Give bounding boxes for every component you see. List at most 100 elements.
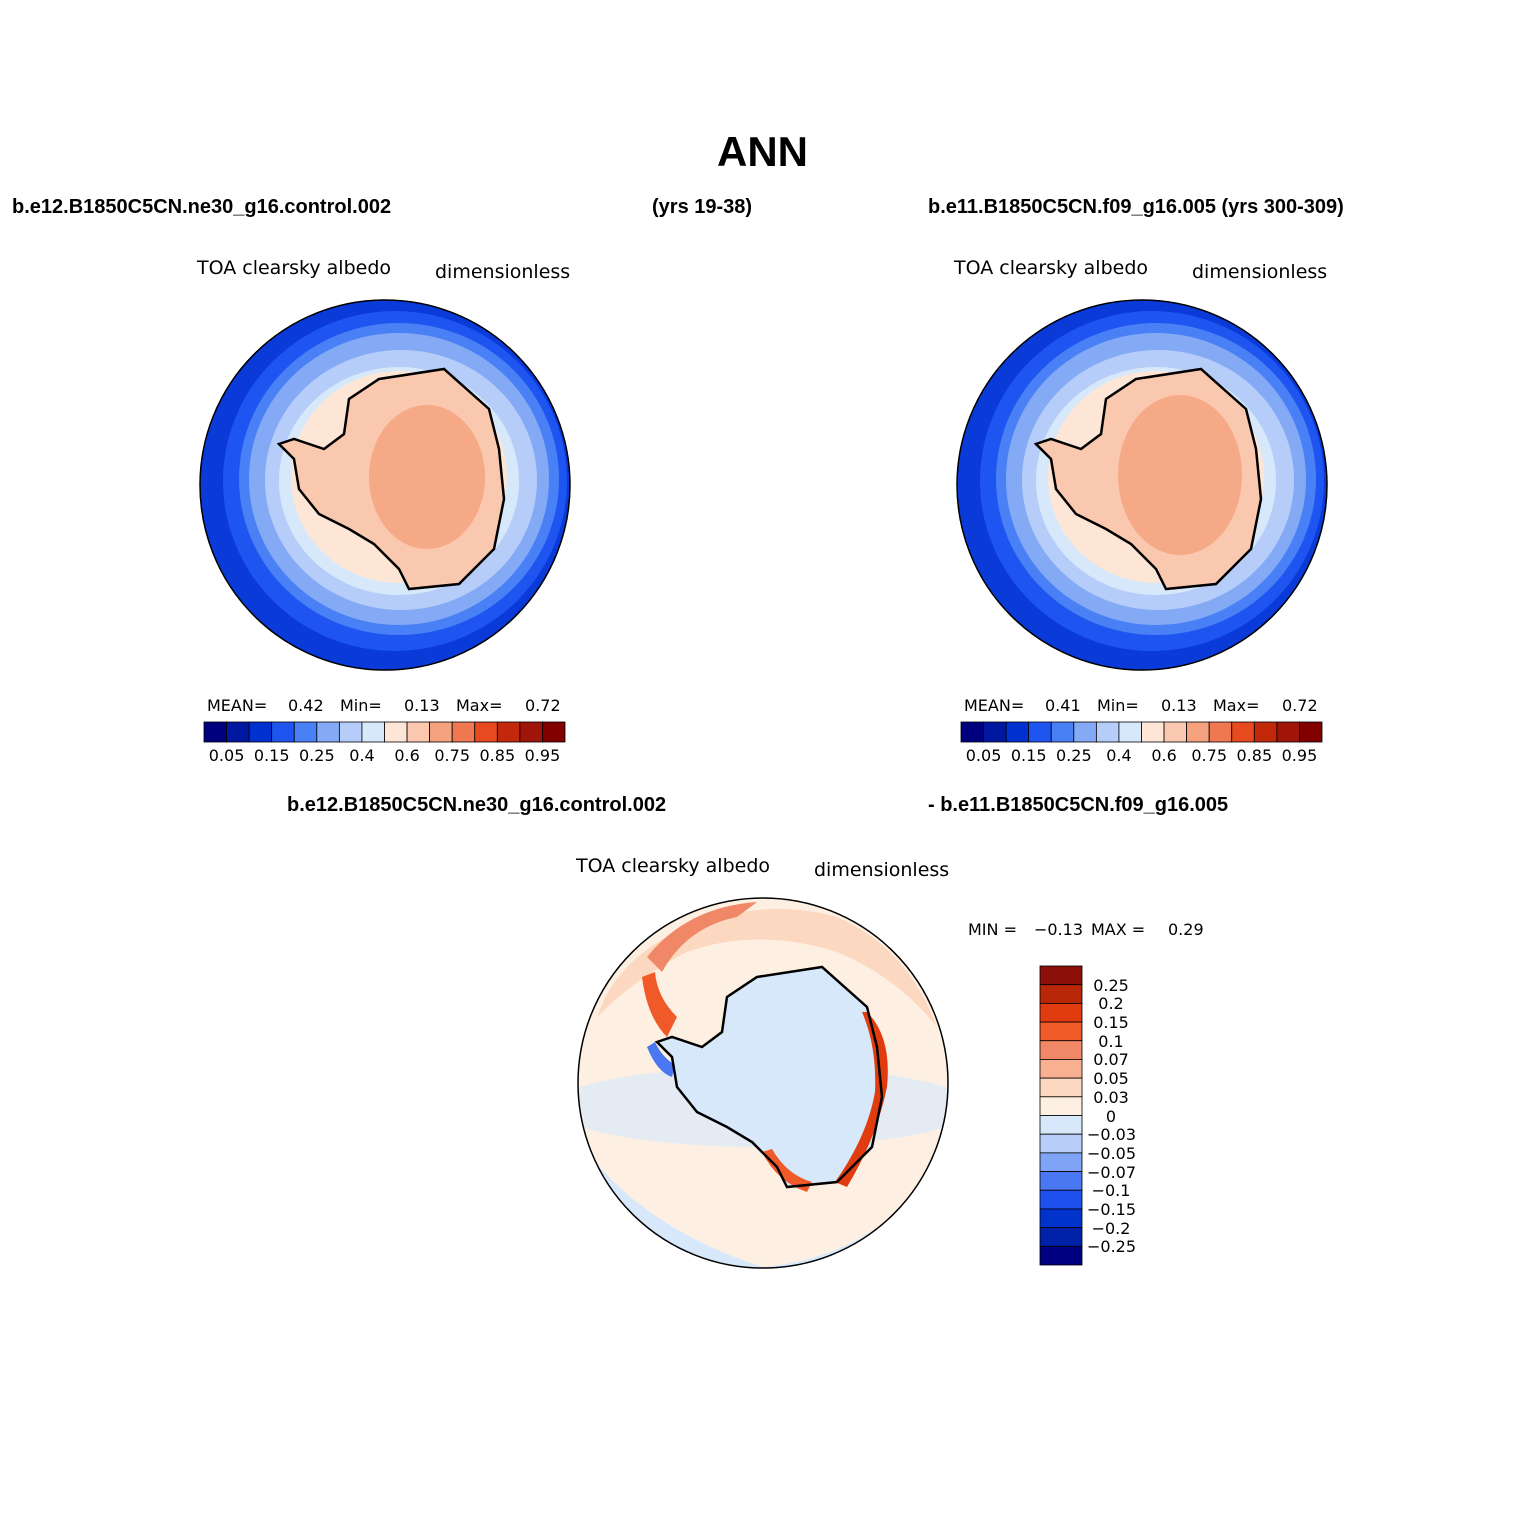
- panel2-colorbar-swatch: [1095, 721, 1120, 743]
- panel1-max-label: Max=: [456, 696, 503, 715]
- panel2-colorbar-swatch: [1050, 721, 1075, 743]
- panel1-min-label: Min=: [340, 696, 382, 715]
- diff-colorbar-swatch: [1039, 1096, 1083, 1116]
- panel1-colorbar-tick-label: 0.15: [253, 746, 290, 765]
- diff-colorbar-tick-label: 0.03: [1093, 1087, 1129, 1107]
- panel1-colorbar-tick-label: 0.85: [479, 746, 516, 765]
- panel2-colorbar-swatch: [1005, 721, 1030, 743]
- diff-colorbar-swatch: [1039, 1040, 1083, 1060]
- diff-colorbar-tick-label: 0.1: [1098, 1031, 1124, 1051]
- diff-max-label: MAX =: [1091, 920, 1146, 939]
- panel2-units: dimensionless: [1192, 261, 1328, 283]
- diff-colorbar-swatch: [1039, 1152, 1083, 1172]
- panel1-colorbar-swatch: [496, 721, 521, 743]
- panel1-colorbar-swatch: [361, 721, 385, 743]
- panel2-colorbar-swatch: [960, 721, 984, 743]
- panel1-colorbar-swatch: [271, 721, 295, 743]
- panel2-colorbar-swatch: [983, 721, 1007, 743]
- diff-colorbar-swatch: [1039, 965, 1083, 986]
- panel1-colorbar-tick-label: 0.25: [299, 746, 335, 765]
- panel2-mean-label: MEAN=: [964, 696, 1025, 715]
- diff-colorbar-swatch: [1039, 1133, 1083, 1154]
- panel2-variable: TOA clearsky albedo: [954, 257, 1148, 279]
- panel1-colorbar-tick-label: 0.95: [524, 746, 561, 765]
- diff-colorbar: [1039, 965, 1083, 1266]
- panel2-colorbar-swatch: [1299, 721, 1323, 743]
- panel1-mean-label: MEAN=: [207, 696, 268, 715]
- panel1-colorbar-swatch: [474, 721, 498, 743]
- diff-colorbar-swatch: [1039, 1021, 1083, 1042]
- panel1-max-value: 0.72: [525, 696, 561, 715]
- panel1-colorbar-tick-label: 0.05: [208, 746, 245, 765]
- panel2-colorbar-swatch: [1231, 721, 1255, 743]
- panel2-max-label: Max=: [1213, 696, 1260, 715]
- panel2-colorbar: [960, 721, 1323, 743]
- panel1-colorbar-swatch: [542, 721, 566, 743]
- diff-colorbar-swatch: [1039, 984, 1083, 1004]
- panel2-colorbar-tick-label: 0.85: [1236, 746, 1273, 765]
- panel2-min-value: 0.13: [1161, 696, 1197, 715]
- panel2-colorbar-swatch: [1141, 721, 1165, 743]
- diff-max-value: 0.29: [1168, 920, 1204, 939]
- diff-colorbar-tick-label: 0.25: [1093, 975, 1129, 995]
- panel2-colorbar-swatch: [1163, 721, 1188, 743]
- panel2-colorbar-tick-label: 0.75: [1191, 746, 1227, 765]
- panel1-colorbar-swatch: [338, 721, 363, 743]
- diff-colorbar-swatch: [1039, 1227, 1083, 1247]
- diff-colorbar-tick-label: 0.05: [1093, 1069, 1129, 1089]
- panel1-colorbar-swatch: [226, 721, 250, 743]
- diff-colorbar-swatch: [1039, 1208, 1083, 1229]
- panel1-mean-value: 0.42: [288, 696, 324, 715]
- diff-units: dimensionless: [814, 859, 950, 881]
- panel1-colorbar-swatch: [248, 721, 273, 743]
- panel2-colorbar-swatch: [1186, 721, 1210, 743]
- diff-case-b: - b.e11.B1850C5CN.f09_g16.005: [928, 794, 1229, 816]
- diff-colorbar-swatch: [1039, 1189, 1083, 1210]
- diff-min-label: MIN =: [968, 920, 1017, 939]
- panel2-colorbar-swatch: [1028, 721, 1052, 743]
- panel1-colorbar-swatch: [406, 721, 431, 743]
- diff-colorbar-swatch: [1039, 1115, 1083, 1135]
- panel2-colorbar-tick-label: 0.25: [1056, 746, 1092, 765]
- diff-colorbar-tick-label: −0.25: [1087, 1237, 1137, 1257]
- diff-variable: TOA clearsky albedo: [576, 855, 770, 877]
- panel2-colorbar-tick-label: 0.4: [1106, 746, 1132, 765]
- panel2-colorbar-swatch: [1253, 721, 1278, 743]
- diff-colorbar-tick-label: −0.15: [1087, 1199, 1137, 1219]
- panel1-min-value: 0.13: [404, 696, 440, 715]
- panel2-colorbar-tick-label: 0.15: [1010, 746, 1047, 765]
- panel2-colorbar-swatch: [1276, 721, 1300, 743]
- panel1-colorbar-swatch: [519, 721, 543, 743]
- panel2-colorbar-tick-label: 0.6: [1151, 746, 1177, 765]
- diff-colorbar-tick-label: 0.2: [1098, 994, 1124, 1014]
- diff-colorbar-swatch: [1039, 1059, 1083, 1079]
- panel1-colorbar-tick-label: 0.6: [394, 746, 420, 765]
- diff-polar-map: [577, 897, 949, 1269]
- diff-colorbar-tick-label: −0.2: [1091, 1218, 1131, 1238]
- panel2-polar-map: [956, 299, 1328, 671]
- panel2-colorbar-swatch: [1073, 721, 1097, 743]
- panel1-colorbar-swatch: [384, 721, 408, 743]
- diff-colorbar-tick-label: −0.03: [1087, 1125, 1137, 1145]
- panel2-colorbar-swatch: [1208, 721, 1233, 743]
- panel1-colorbar-swatch: [429, 721, 453, 743]
- diff-colorbar-tick-label: −0.1: [1091, 1181, 1131, 1201]
- diff-colorbar-swatch: [1039, 1171, 1083, 1191]
- panel1-colorbar: [203, 721, 566, 743]
- panel1-units: dimensionless: [435, 261, 571, 283]
- diff-colorbar-swatch: [1039, 1002, 1083, 1023]
- panel2-colorbar-tick-label: 0.95: [1281, 746, 1318, 765]
- panel1-colorbar-swatch: [451, 721, 476, 743]
- diff-colorbar-tick-label: −0.05: [1087, 1143, 1137, 1163]
- diff-colorbar-tick-label: 0.07: [1093, 1050, 1129, 1070]
- case1-years: (yrs 19-38): [652, 196, 753, 218]
- case2-title: b.e11.B1850C5CN.f09_g16.005 (yrs 300-309…: [928, 196, 1344, 218]
- page-title: ANN: [717, 128, 808, 175]
- panel1-colorbar-swatch: [316, 721, 340, 743]
- panel1-colorbar-tick-label: 0.75: [434, 746, 470, 765]
- diff-colorbar-tick-label: 0: [1105, 1106, 1117, 1126]
- diff-colorbar-swatch: [1039, 1077, 1083, 1098]
- panel1-colorbar-tick-label: 0.4: [349, 746, 375, 765]
- panel2-min-label: Min=: [1097, 696, 1139, 715]
- panel1-colorbar-swatch: [203, 721, 227, 743]
